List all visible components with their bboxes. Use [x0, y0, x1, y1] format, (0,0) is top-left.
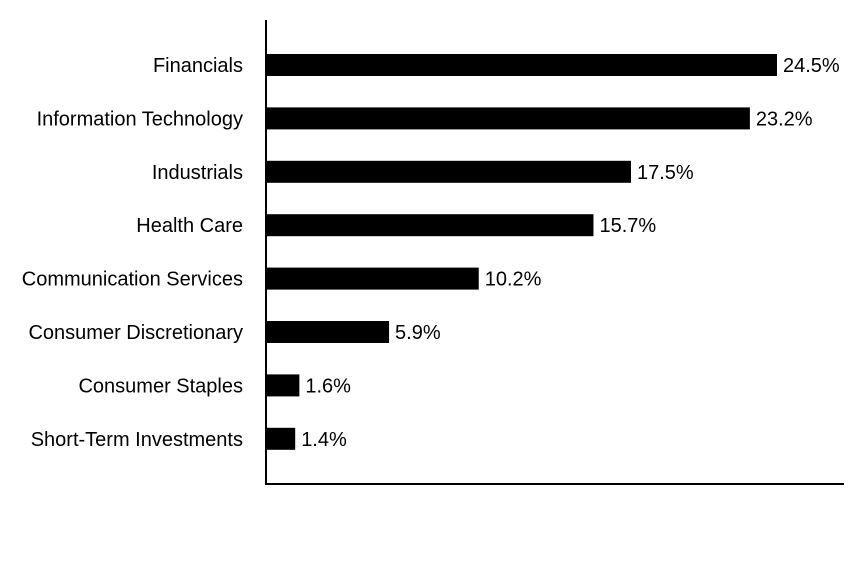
bar-consumer-staples	[266, 374, 300, 397]
bar-communication-services	[266, 267, 479, 290]
category-label-information-technology: Information Technology	[37, 108, 243, 130]
category-label-health-care: Health Care	[136, 215, 243, 237]
value-label-industrials: 17.5%	[637, 162, 694, 184]
value-label-financials: 24.5%	[783, 55, 840, 77]
bar-financials	[266, 54, 777, 76]
bar-health-care	[266, 214, 594, 237]
category-label-financials: Financials	[153, 55, 243, 77]
value-labels-layer: 24.5% 23.2% 17.5% 15.7% 10.2% 5.9% 1.6% 1.4%	[301, 55, 840, 451]
value-label-consumer-discretionary: 5.9%	[395, 322, 441, 344]
value-label-consumer-staples: 1.6%	[305, 375, 351, 397]
value-label-information-technology: 23.2%	[756, 108, 813, 130]
category-label-industrials: Industrials	[152, 162, 243, 184]
bars-layer	[266, 54, 777, 450]
bar-short-term-investments	[266, 427, 296, 450]
bar-information-technology	[266, 107, 750, 130]
category-label-communication-services: Communication Services	[22, 269, 243, 291]
category-label-consumer-staples: Consumer Staples	[78, 375, 243, 397]
category-label-consumer-discretionary: Consumer Discretionary	[28, 322, 243, 344]
category-labels-layer: Financials Information Technology Industri…	[22, 55, 243, 451]
value-label-short-term-investments: 1.4%	[301, 429, 347, 451]
bar-consumer-discretionary	[266, 321, 390, 343]
category-label-short-term-investments: Short-Term Investments	[31, 429, 243, 451]
value-label-communication-services: 10.2%	[485, 269, 542, 291]
value-label-health-care: 15.7%	[599, 215, 656, 237]
bar-industrials	[266, 160, 631, 183]
